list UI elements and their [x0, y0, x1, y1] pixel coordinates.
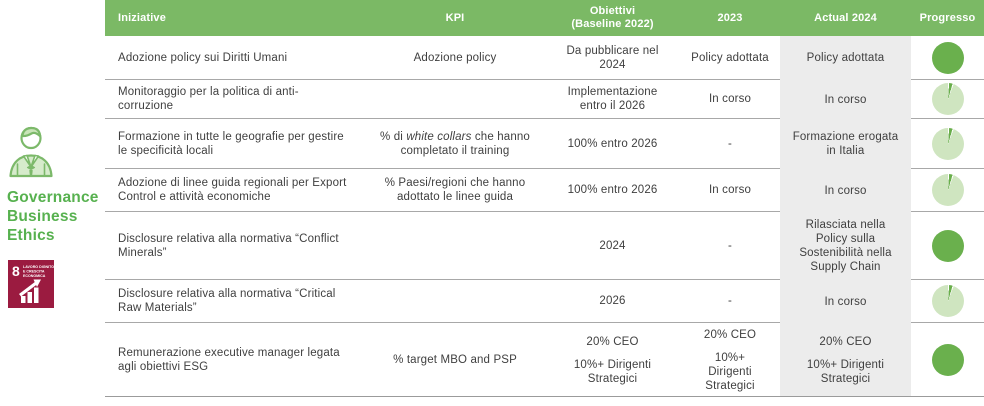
sdg-8-icon: 8 LAVORO DIGNITOSO E CRESCITA ECONOMICA: [8, 260, 54, 308]
header-kpi: KPI: [365, 0, 545, 36]
cell-actual-2024: In corso: [780, 169, 911, 212]
header-obiettivi-line1: Obiettivi: [589, 5, 636, 17]
header-progresso: Progresso: [911, 0, 984, 36]
svg-text:E CRESCITA: E CRESCITA: [23, 270, 45, 274]
cell-2023: 20% CEO 10%+ Dirigenti Strategici: [703, 328, 757, 392]
cell-progresso: [911, 119, 984, 169]
category-title: Governance Business Ethics: [7, 188, 107, 245]
cell-iniziativa: Adozione di linee guida regionali per Ex…: [105, 169, 365, 212]
category-title-line: Governance: [7, 189, 99, 206]
header-obiettivi-line2: (Baseline 2022): [571, 18, 654, 30]
progress-pie: [931, 285, 964, 317]
cell-2023: In corso: [680, 80, 780, 119]
cell-obiettivo: 20% CEO 10%+ Dirigenti Strategici: [573, 335, 652, 385]
cell-iniziativa: Formazione in tutte le geografie per ges…: [105, 119, 365, 169]
cell-iniziativa: Disclosure relativa alla normativa “Crit…: [105, 280, 365, 323]
cell-kpi: [365, 80, 545, 119]
cell-iniziativa: Disclosure relativa alla normativa “Conf…: [105, 212, 365, 280]
svg-text:LAVORO DIGNITOSO: LAVORO DIGNITOSO: [23, 265, 54, 269]
svg-text:ECONOMICA: ECONOMICA: [23, 274, 46, 278]
cell-2023: In corso: [680, 169, 780, 212]
cell-iniziativa: Monitoraggio per la politica di anti-cor…: [105, 80, 365, 119]
cell-2023: Policy adottata: [680, 36, 780, 80]
cell-progresso: [911, 80, 984, 119]
cell-progresso: [911, 323, 984, 397]
cell-obiettivo: 2024: [545, 212, 680, 280]
cell-2023: -: [680, 280, 780, 323]
progress-pie: [931, 174, 964, 206]
progress-pie: [931, 83, 964, 115]
cell-actual-2024: 20% CEO 10%+ Dirigenti Strategici: [780, 323, 911, 397]
header-actual-2024: Actual 2024: [780, 0, 911, 36]
esg-kpi-table: Iniziative KPI Obiettivi (Baseline 2022)…: [105, 0, 984, 397]
svg-text:8: 8: [12, 263, 20, 279]
cell-kpi: [365, 280, 545, 323]
cell-kpi: Adozione policy: [365, 36, 545, 80]
cell-progresso: [911, 280, 984, 323]
cell-kpi: [365, 212, 545, 280]
table-bottom-rule: [105, 396, 984, 397]
header-iniziative: Iniziative: [105, 0, 365, 36]
cell-kpi: % target MBO and PSP: [393, 354, 517, 366]
category-title-line: Ethics: [7, 227, 55, 244]
header-2023: 2023: [680, 0, 780, 36]
cell-obiettivo: Da pubblicare nel 2024: [545, 36, 680, 80]
progress-pie: [931, 41, 964, 74]
progress-pie: [931, 229, 964, 262]
cell-obiettivo: 2026: [545, 280, 680, 323]
cell-kpi: % Paesi/regioni che hanno adottato le li…: [365, 169, 545, 212]
cell-progresso: [911, 169, 984, 212]
cell-actual-2024: In corso: [780, 80, 911, 119]
cell-actual-2024: In corso: [780, 280, 911, 323]
cell-obiettivo: Implementazione entro il 2026: [545, 80, 680, 119]
cell-actual-2024: Rilasciata nella Policy sulla Sostenibil…: [780, 212, 911, 280]
category-sidebar: Governance Business Ethics 8 LAVORO DIGN…: [0, 0, 105, 406]
cell-2023: -: [680, 119, 780, 169]
category-title-line: Business: [7, 208, 78, 225]
cell-progresso: [911, 36, 984, 80]
cell-progresso: [911, 212, 984, 280]
businessman-icon: [9, 126, 53, 178]
progress-pie: [931, 127, 964, 160]
cell-actual-2024: Formazione erogata in Italia: [780, 119, 911, 169]
cell-iniziativa: Remunerazione executive manager legata a…: [118, 347, 340, 373]
cell-actual-2024: Policy adottata: [780, 36, 911, 80]
cell-iniziativa: Adozione policy sui Diritti Umani: [105, 36, 365, 80]
progress-pie: [931, 344, 964, 376]
cell-obiettivo: 100% entro 2026: [545, 119, 680, 169]
header-obiettivi: Obiettivi (Baseline 2022): [545, 0, 680, 36]
kpi-text: % di white collars che hanno completato …: [380, 130, 530, 157]
cell-kpi: % di white collars che hanno completato …: [365, 119, 545, 169]
cell-obiettivo: 100% entro 2026: [545, 169, 680, 212]
cell-2023: -: [680, 212, 780, 280]
